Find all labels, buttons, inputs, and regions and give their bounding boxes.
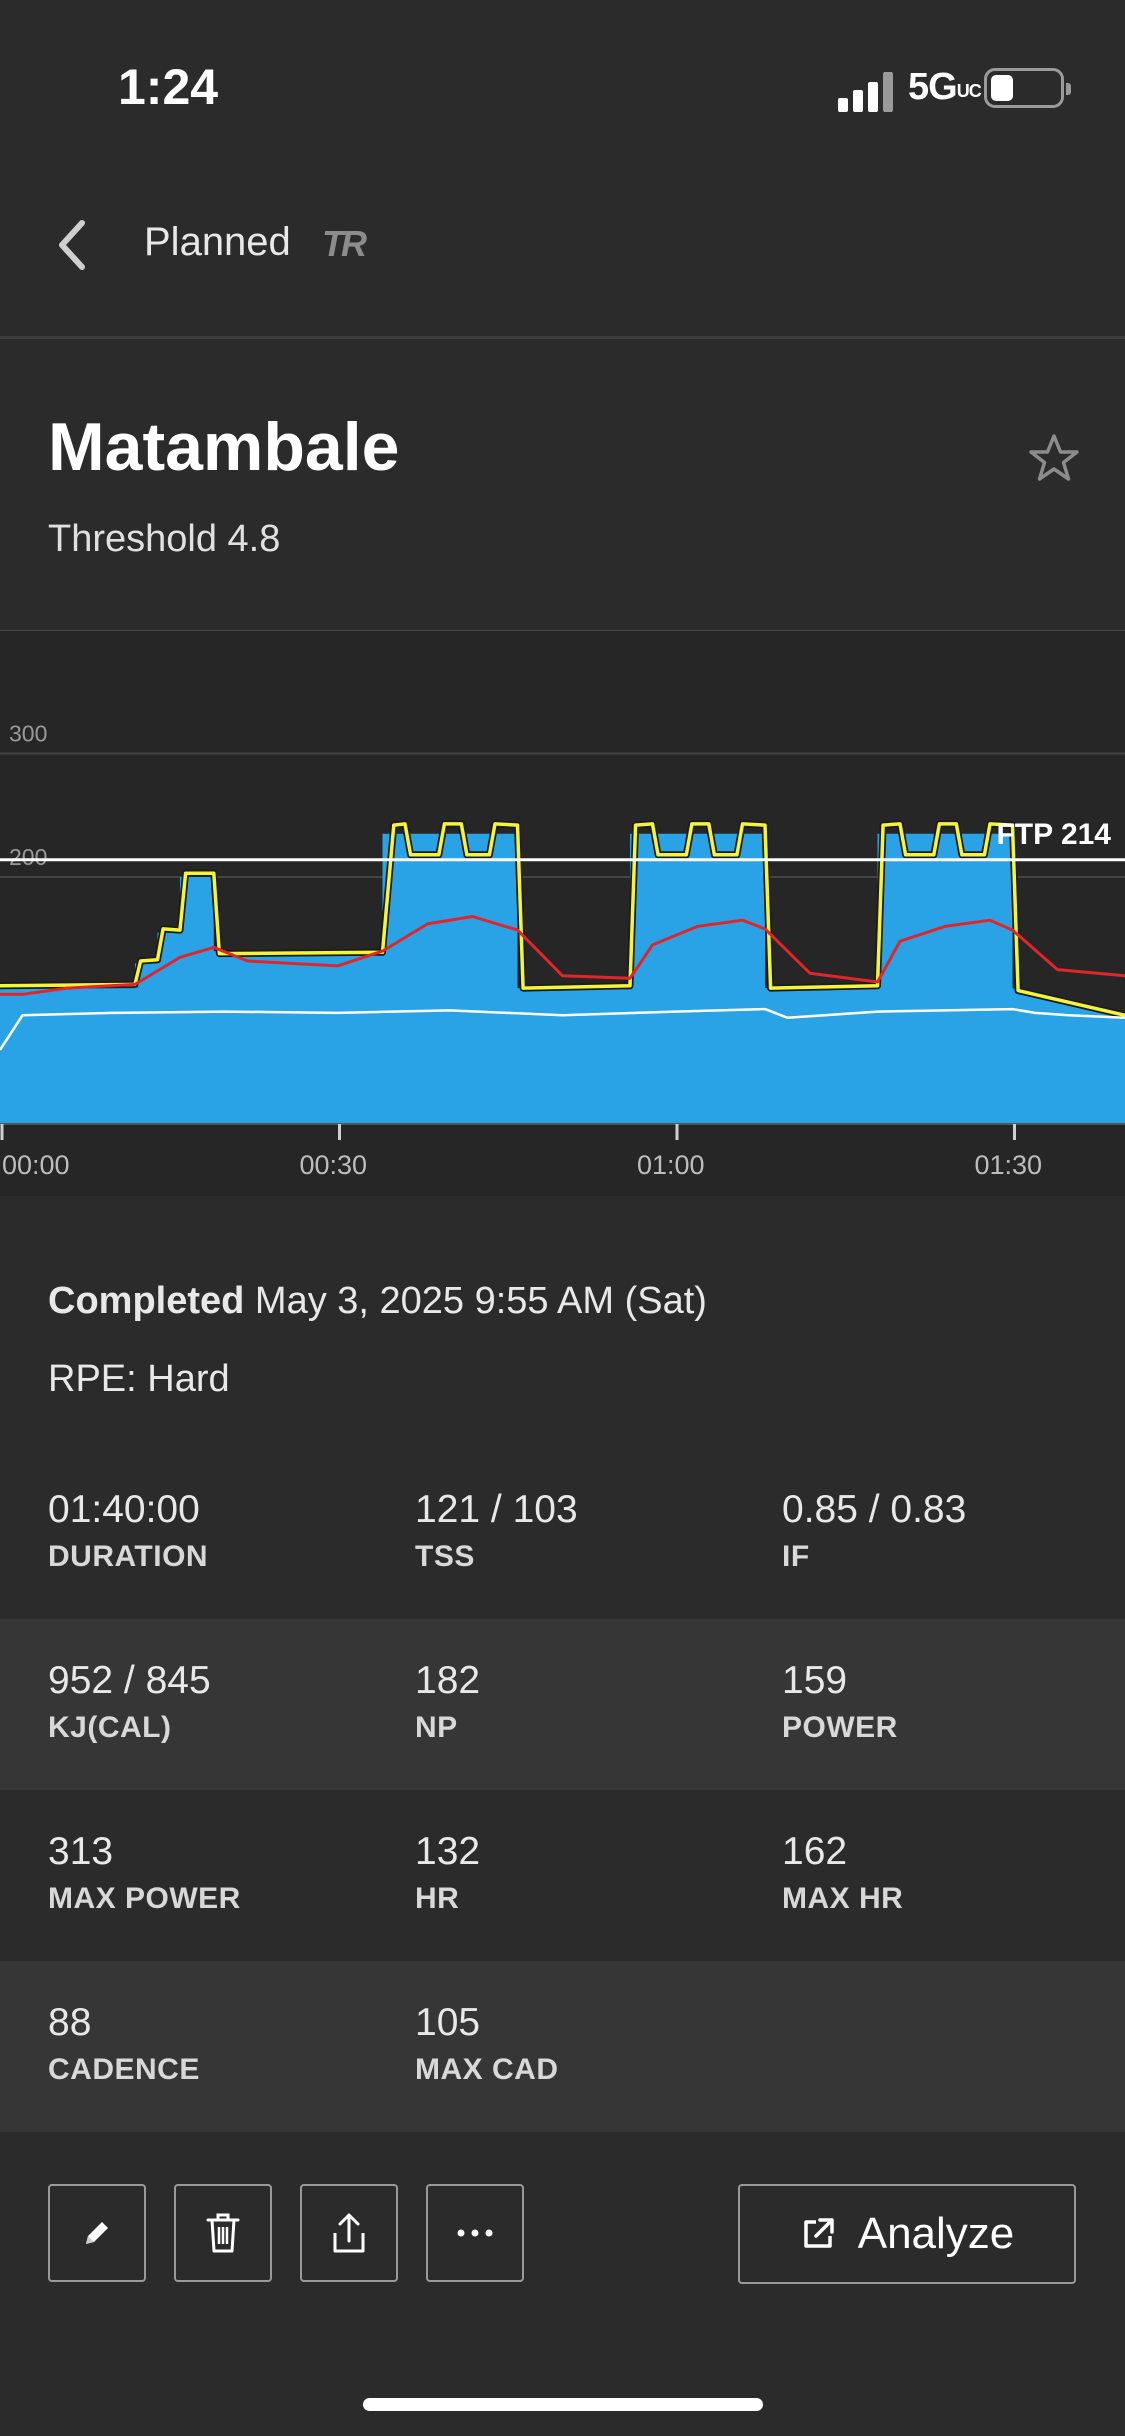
nav-title[interactable]: Planned [144,220,291,264]
more-icon [457,2229,493,2237]
x-tick-label: 00:00 [2,1150,70,1180]
stat-power: 159 POWER [782,1659,898,1744]
pencil-icon [86,2222,108,2244]
stat-kj: 952 / 845 KJ(CAL) [48,1659,211,1744]
stat-if: 0.85 / 0.83 IF [782,1488,967,1573]
stats-row: 952 / 845 KJ(CAL) 182 NP 159 POWER [0,1619,1125,1790]
x-tick-label: 01:00 [637,1150,705,1180]
status-time: 1:24 [118,59,219,115]
share-icon [333,2213,365,2253]
divider [0,336,1125,339]
cadence-line [0,1007,1125,1051]
share-button[interactable] [300,2184,398,2282]
rpe-info: RPE: Hard [48,1358,230,1400]
trash-icon [206,2213,240,2253]
y-tick-label: 300 [9,721,47,747]
heart-rate-line [0,915,1125,996]
x-tick-label: 00:30 [300,1150,368,1180]
analyze-button[interactable]: Analyze [738,2184,1076,2284]
y-tick-label: 200 [9,844,47,870]
target-power-area [0,833,1125,1124]
stats-row: 313 MAX POWER 132 HR 162 MAX HR [0,1790,1125,1961]
chart-footer [0,1124,1125,1196]
stat-max-hr: 162 MAX HR [782,1830,904,1915]
ftp-label: FTP 214 [996,818,1111,851]
analyze-label: Analyze [857,2209,1015,2258]
workout-subtitle: Threshold 4.8 [48,518,281,560]
stats-row: 88 CADENCE 105 MAX CAD [0,1961,1125,2132]
completed-info: Completed May 3, 2025 9:55 AM (Sat) [48,1280,707,1322]
stat-cadence: 88 CADENCE [48,2001,200,2086]
x-tick-label: 01:30 [975,1150,1043,1180]
battery-icon [984,68,1071,108]
power-line [0,822,1125,1018]
stat-tss: 121 / 103 TSS [415,1488,578,1573]
external-link-icon [803,2218,834,2248]
status-bar: 1:24 5GUC [0,0,1125,150]
stats-grid: 01:40:00 DURATION 121 / 103 TSS 0.85 / 0.8… [0,1448,1125,2132]
action-bar: Analyze [0,2184,1125,2288]
nav-bar: Planned TR [0,185,1125,335]
stat-hr: 132 HR [415,1830,481,1915]
delete-button[interactable] [174,2184,272,2282]
signal-icon [838,72,896,112]
more-button[interactable] [426,2184,524,2282]
stat-max-power: 313 MAX POWER [48,1830,241,1915]
workout-title: Matambale [48,409,400,485]
chevron-left-icon[interactable] [48,215,98,275]
edit-button[interactable] [48,2184,146,2282]
trainerroad-logo: TR [322,223,367,264]
stat-max-cad: 105 MAX CAD [415,2001,559,2086]
home-indicator[interactable] [363,2398,763,2411]
stat-np: 182 NP [415,1659,481,1744]
network-indicator: 5GUC [908,66,982,108]
stat-duration: 01:40:00 DURATION [48,1488,209,1573]
star-icon[interactable] [1024,430,1084,490]
stats-row: 01:40:00 DURATION 121 / 103 TSS 0.85 / 0.8… [0,1448,1125,1619]
